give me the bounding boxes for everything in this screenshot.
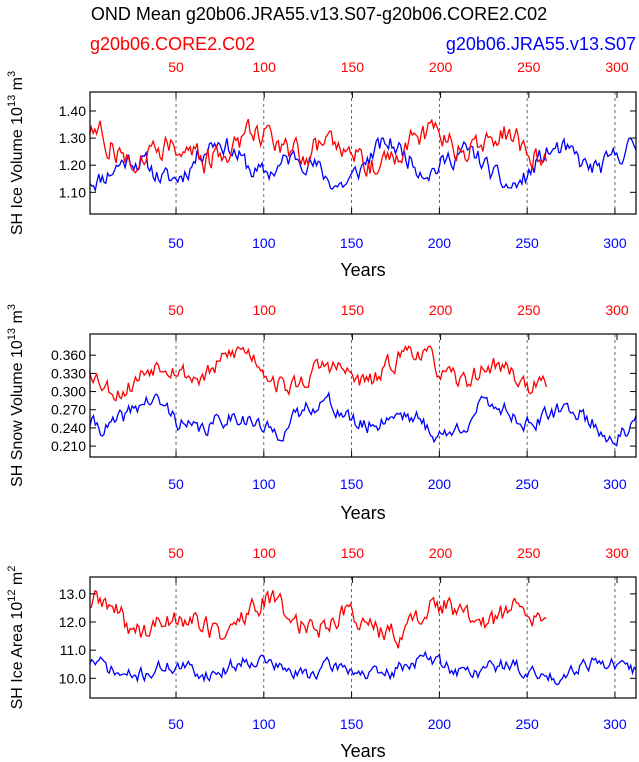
xtick-top-label: 200 bbox=[429, 59, 453, 75]
xtick-bottom-label: 100 bbox=[252, 476, 276, 492]
xtick-bottom-label: 250 bbox=[515, 716, 539, 732]
x-axis-label: Years bbox=[340, 260, 385, 280]
xtick-top-label: 100 bbox=[253, 59, 277, 75]
xtick-bottom-label: 200 bbox=[428, 235, 452, 251]
ytick-label: 0.270 bbox=[51, 402, 86, 418]
ytick-label: 1.30 bbox=[59, 130, 86, 146]
y-axis-label: SH Ice Area 1012 m2 bbox=[6, 566, 26, 710]
panel-3: 10.0 11.0 12.0 13.0 50 100 150 200 250 300 50 100 15… bbox=[6, 545, 637, 761]
ytick-label: 0.300 bbox=[51, 384, 86, 400]
xtick-bottom-label: 200 bbox=[428, 476, 452, 492]
xtick-bottom-label: 300 bbox=[603, 716, 627, 732]
xtick-top-label: 300 bbox=[605, 59, 629, 75]
xtick-top-label: 250 bbox=[517, 59, 541, 75]
xtick-top-label: 150 bbox=[341, 545, 365, 561]
legend-red-label: g20b06.CORE2.C02 bbox=[90, 34, 255, 54]
xtick-bottom-label: 150 bbox=[340, 476, 364, 492]
ytick-label: 0.360 bbox=[51, 347, 86, 363]
y-axis-label: SH Snow Volume 1013 m3 bbox=[6, 304, 26, 487]
ytick-label: 0.240 bbox=[51, 420, 86, 436]
xtick-top-label: 50 bbox=[168, 302, 184, 318]
xtick-top-label: 300 bbox=[605, 545, 629, 561]
xtick-bottom-label: 250 bbox=[515, 476, 539, 492]
xtick-top-label: 100 bbox=[253, 545, 277, 561]
ytick-label: 1.10 bbox=[59, 184, 86, 200]
xtick-top-label: 100 bbox=[253, 302, 277, 318]
xtick-top-label: 50 bbox=[168, 59, 184, 75]
x-axis-label: Years bbox=[340, 503, 385, 523]
xtick-top-label: 200 bbox=[429, 545, 453, 561]
xtick-top-label: 50 bbox=[168, 545, 184, 561]
ytick-label: 0.330 bbox=[51, 365, 86, 381]
panel-1: 1.10 1.20 1.30 1.40 50 100 150 200 250 300 50 100 15… bbox=[6, 59, 637, 280]
xtick-bottom-label: 250 bbox=[515, 235, 539, 251]
y-axis-label: SH Ice Volume 1013 m3 bbox=[6, 71, 26, 235]
plot-frame bbox=[89, 576, 637, 699]
ytick-label: 10.0 bbox=[59, 670, 86, 686]
xtick-bottom-label: 50 bbox=[168, 476, 184, 492]
ytick-label: 13.0 bbox=[59, 586, 86, 602]
page-title: OND Mean g20b06.JRA55.v13.S07-g20b06.COR… bbox=[91, 4, 547, 24]
series-red-line bbox=[88, 118, 548, 177]
plot-frame bbox=[89, 91, 637, 215]
series-red-line bbox=[88, 344, 548, 402]
xtick-bottom-label: 300 bbox=[603, 235, 627, 251]
xtick-bottom-label: 200 bbox=[428, 716, 452, 732]
xtick-bottom-label: 100 bbox=[252, 716, 276, 732]
xtick-bottom-label: 100 bbox=[252, 235, 276, 251]
xtick-bottom-label: 150 bbox=[340, 716, 364, 732]
ytick-label: 12.0 bbox=[59, 614, 86, 630]
ytick-label: 1.20 bbox=[59, 157, 86, 173]
xtick-top-label: 150 bbox=[341, 302, 365, 318]
series-blue-line bbox=[89, 390, 637, 447]
legend-blue-label: g20b06.JRA55.v13.S07 bbox=[446, 34, 636, 54]
ytick-label: 11.0 bbox=[60, 642, 86, 658]
xtick-top-label: 250 bbox=[517, 545, 541, 561]
xtick-bottom-label: 150 bbox=[340, 235, 364, 251]
x-axis-label: Years bbox=[340, 741, 385, 761]
xtick-bottom-label: 50 bbox=[168, 235, 184, 251]
series-blue-line bbox=[89, 650, 637, 686]
ytick-label: 1.40 bbox=[59, 103, 86, 119]
series-red-line bbox=[89, 589, 547, 649]
xtick-bottom-label: 300 bbox=[603, 476, 627, 492]
xtick-top-label: 300 bbox=[605, 302, 629, 318]
panel-2: 0.210 0.240 0.270 0.300 0.330 0.360 50 100 150 20… bbox=[6, 302, 637, 523]
xtick-top-label: 150 bbox=[341, 59, 365, 75]
xtick-top-label: 200 bbox=[429, 302, 453, 318]
ytick-label: 0.210 bbox=[51, 438, 86, 454]
xtick-top-label: 250 bbox=[517, 302, 541, 318]
xtick-bottom-label: 50 bbox=[168, 716, 184, 732]
plot-frame bbox=[89, 333, 637, 458]
